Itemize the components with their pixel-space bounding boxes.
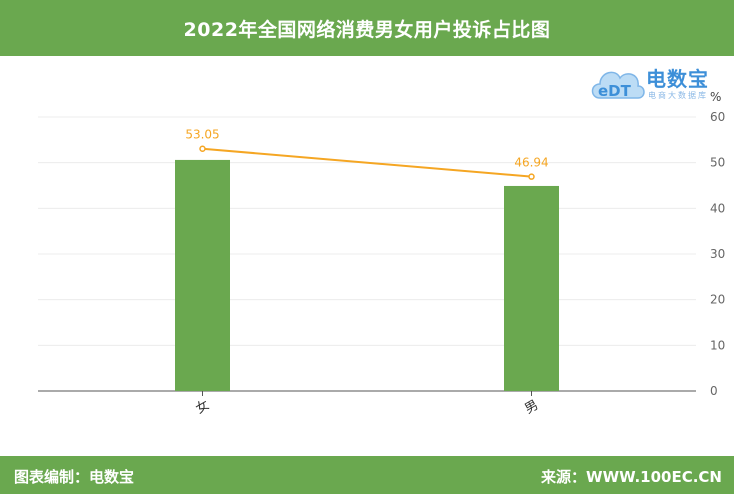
y-tick-label: 40 — [710, 201, 725, 215]
y-tick-label: 20 — [710, 293, 725, 307]
data-label: 53.05 — [185, 128, 219, 142]
brand-logo: eDT 电数宝 电商大数据库 — [588, 60, 728, 104]
y-tick-label: 50 — [710, 156, 725, 170]
title-bar: 2022年全国网络消费男女用户投诉占比图 — [0, 0, 734, 56]
x-tick-label: 女 — [193, 397, 212, 417]
logo-badge: eDT — [598, 82, 632, 100]
page-title: 2022年全国网络消费男女用户投诉占比图 — [183, 18, 551, 41]
y-tick-label: 60 — [710, 110, 725, 124]
logo-subtitle: 电商大数据库 — [648, 91, 708, 100]
y-tick-label: 10 — [710, 338, 725, 352]
logo-text: 电数宝 — [646, 67, 709, 91]
line-point — [528, 173, 535, 180]
footer-credit: 图表编制：电数宝 — [14, 468, 135, 486]
footer-bar: 图表编制：电数宝 来源：WWW.100EC.CN — [0, 456, 734, 494]
bar — [175, 159, 230, 391]
chart-area: 0 10 20 30 40 50 60% 女 男 53.05 46.94 — [38, 90, 725, 417]
footer-source: 来源：WWW.100EC.CN — [541, 468, 722, 486]
cloud-logo-icon: eDT — [591, 71, 645, 100]
line-point — [199, 145, 206, 152]
data-label: 46.94 — [514, 156, 548, 170]
y-axis-label: % — [710, 90, 721, 104]
y-tick-label: 30 — [710, 247, 725, 261]
x-tick-label: 男 — [522, 398, 541, 417]
y-tick-label: 0 — [710, 384, 718, 398]
bar — [504, 185, 559, 391]
series-line — [202, 147, 532, 178]
